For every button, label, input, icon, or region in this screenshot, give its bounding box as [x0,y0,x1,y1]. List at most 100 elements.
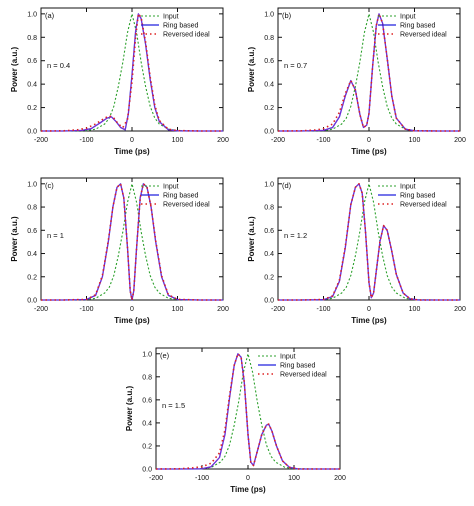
legend-label: Reversed ideal [163,202,210,209]
legend-label: Input [163,184,179,191]
x-tick-label: 0 [367,137,371,144]
panel-label: (a) [45,11,55,20]
x-axis-label: Time (ps) [114,316,150,325]
annotation-n: n = 0.4 [47,61,70,70]
x-tick-label: -100 [316,306,330,313]
x-tick-label: 200 [217,306,229,313]
panel-e: -200 -100 0 100 200 0.0 0.2 0.4 0.6 0.8 1.0 Time (p… [125,347,346,494]
y-tick-label: 0.0 [264,298,274,305]
legend-label: Reversed ideal [400,202,447,209]
y-tick-label: 1.0 [142,351,152,358]
panel-b: -200 -100 0 100 200 0.0 0.2 0.4 0.6 0.8 1.0 Time (p… [247,7,466,156]
y-tick-label: 0.6 [264,58,274,65]
x-tick-label: -100 [79,306,93,313]
legend-label: Ring based [400,23,436,30]
y-tick-label: 0.2 [142,443,152,450]
y-tick-label: 0.6 [27,228,37,235]
y-tick-label: 0.6 [27,58,37,65]
annotation-n: n = 1 [47,231,64,240]
x-tick-label: 100 [172,137,184,144]
x-tick-label: 0 [130,306,134,313]
y-tick-label: 0.8 [264,205,274,212]
legend-label: Ring based [163,193,199,200]
y-tick-label: 0.4 [27,251,37,258]
x-tick-label: 100 [409,137,421,144]
x-axis-label: Time (ps) [230,485,266,494]
legend-label: Ring based [400,193,436,200]
y-axis-label: Power (a.u.) [247,46,256,92]
y-tick-label: 1.0 [27,181,37,188]
y-tick-label: 0.4 [264,251,274,258]
x-axis-label: Time (ps) [114,147,150,156]
x-tick-label: -200 [271,137,285,144]
y-tick-label: 0.0 [27,298,37,305]
y-tick-label: 0.2 [264,274,274,281]
panel-c: -200 -100 0 100 200 0.0 0.2 0.4 0.6 0.8 1.0 Time (p… [10,177,229,325]
x-tick-label: 0 [367,306,371,313]
x-tick-label: 200 [454,306,466,313]
y-tick-label: 0.8 [264,35,274,42]
panel-label: (d) [282,181,292,190]
y-tick-label: 1.0 [264,181,274,188]
legend-label: Reversed ideal [280,372,327,379]
y-tick-label: 0.0 [142,467,152,474]
legend-label: Input [280,354,296,361]
x-tick-label: 0 [130,137,134,144]
annotation-n: n = 1.5 [162,401,185,410]
legend-label: Ring based [280,363,316,370]
series-line-input [278,13,460,132]
y-axis-label: Power (a.u.) [10,46,19,92]
x-tick-label: -100 [195,475,209,482]
x-tick-label: 100 [172,306,184,313]
x-tick-label: -200 [34,306,48,313]
y-tick-label: 0.4 [142,420,152,427]
y-tick-label: 0.8 [27,35,37,42]
legend-label: Input [163,14,179,21]
x-tick-label: 200 [217,137,229,144]
y-tick-label: 0.8 [27,205,37,212]
panel-label: (c) [45,181,54,190]
legend-label: Reversed ideal [400,32,447,39]
y-axis-label: Power (a.u.) [247,216,256,262]
panel-label: (b) [282,11,292,20]
annotation-n: n = 1.2 [284,231,307,240]
legend-label: Reversed ideal [163,32,210,39]
y-tick-label: 0.0 [264,129,274,136]
x-tick-label: 100 [409,306,421,313]
x-tick-label: -100 [79,137,93,144]
y-tick-label: 1.0 [264,11,274,18]
y-tick-label: 0.0 [27,129,37,136]
y-tick-label: 0.6 [264,228,274,235]
y-tick-label: 0.6 [142,397,152,404]
series-line-ring-overlay [278,183,460,301]
x-tick-label: -100 [316,137,330,144]
x-tick-label: 100 [288,475,300,482]
x-tick-label: -200 [34,137,48,144]
y-tick-label: 0.4 [27,82,37,89]
x-axis-label: Time (ps) [351,147,387,156]
x-tick-label: -200 [149,475,163,482]
x-tick-label: 200 [334,475,346,482]
series-line-reversed-ideal [155,353,340,470]
x-tick-label: 200 [454,137,466,144]
x-tick-label: 0 [246,475,250,482]
panel-d: -200 -100 0 100 200 0.0 0.2 0.4 0.6 0.8 1.0 Time (p… [247,177,466,325]
y-tick-label: 0.2 [27,274,37,281]
series-line-reversed-ideal [278,183,460,301]
panel-label: (e) [160,351,170,360]
panel-a: -200 -100 0 100 200 0.0 0.2 0.4 0.6 0.8 1.0 Time (p… [10,7,229,156]
legend-label: Ring based [163,23,199,30]
y-tick-label: 1.0 [27,11,37,18]
legend-label: Input [400,184,416,191]
y-tick-label: 0.2 [264,105,274,112]
series-line-reversed-ideal [277,13,460,132]
x-tick-label: -200 [271,306,285,313]
x-axis-label: Time (ps) [351,316,387,325]
y-axis-label: Power (a.u.) [125,385,134,431]
y-axis-label: Power (a.u.) [10,216,19,262]
y-tick-label: 0.4 [264,82,274,89]
annotation-n: n = 0.7 [284,61,307,70]
y-tick-label: 0.2 [27,105,37,112]
